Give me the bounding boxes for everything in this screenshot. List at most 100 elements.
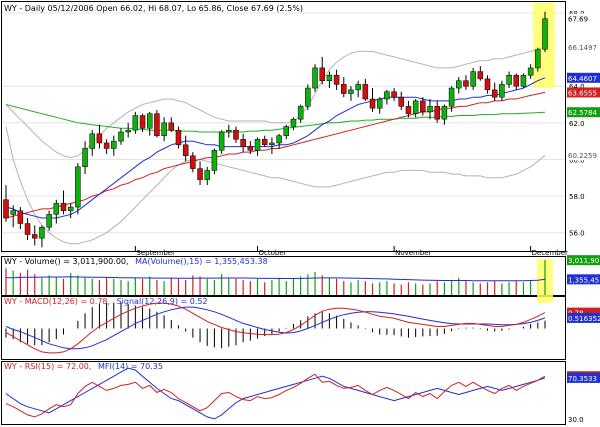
candle-body [31,234,38,239]
macd-signal-line [5,306,546,350]
macd-panel-frame [1,296,566,360]
price-value-tag-bg [567,13,600,24]
candle-body [218,131,225,151]
mfi-line [5,367,546,420]
candle-body [254,139,261,151]
candle-body [355,84,361,91]
candle-body [506,74,512,85]
macd-value-tag-bg [567,307,600,318]
month-label: November [395,249,432,257]
volume-value-tag-bg [567,274,600,285]
volume-legend: WY - Volume() = 3,011,900.00, MA(Volume(… [4,257,268,266]
candle-body [240,139,246,147]
macd-value-tag-bg [567,312,600,323]
price-value-tag-bg [567,72,600,83]
price-value-tag: 62.5784 [568,109,597,117]
candle-body [448,87,455,107]
candle-body [67,206,74,211]
price-value-tag: 67.69 [568,16,588,24]
candle-body [96,133,103,144]
price-value-tag-bg [567,41,600,52]
rsi-panel-frame [1,361,566,425]
candle-body [348,89,354,94]
candle-body [470,71,476,87]
candle-body [463,80,469,87]
price-value-tag: 64.4607 [568,75,597,83]
candle-body [269,142,275,146]
month-label: December [532,249,568,257]
candle-body [118,131,124,142]
mfi-legend-text: MFI(14) = 70.35 [98,362,163,371]
candle-body [297,106,304,120]
candle-body [39,226,45,239]
candle-body [161,122,167,136]
candle-body [527,67,534,76]
candle-body [226,129,232,133]
candle-body [333,74,340,85]
price-value-tag: 66.1497 [568,44,597,52]
candle-body [305,87,311,107]
month-label: October [259,249,287,257]
candle-body [312,67,318,89]
candle-body [103,142,110,149]
candle-body [168,122,175,131]
candle-body [182,144,189,157]
candle-body [477,71,484,80]
sma-blue-line [5,77,546,219]
volume-ma-legend-text: MA(Volume(),15) = 1,355,453.38 [135,257,268,266]
candle-body [441,106,448,120]
price-tick-label: 62.0 [569,120,585,128]
candle-body [542,18,548,50]
candle-body [53,203,60,215]
candle-body [484,78,491,91]
signal-legend-text: Signal(12,26,9) = 0.52 [117,297,208,306]
candle-body [369,98,376,109]
candle-body [190,155,196,169]
macd-legend-text: WY - MACD(12,26) = 0.78, [4,297,110,306]
price-tick-label: 58.0 [569,193,585,201]
month-label: September [136,249,175,257]
macd-line [5,302,546,354]
volume-legend-text: WY - Volume() = 3,011,900.00, [4,257,129,266]
candle-body [139,115,146,129]
bollinger-upper-line [5,46,546,159]
candle-body [434,106,440,120]
candle-body [89,133,95,149]
rsi-value-tag: 30.0 [568,416,584,424]
candle-body [3,199,9,219]
price-title: WY - Daily 05/12/2006 Open 66.02, Hi 68.… [4,4,303,13]
candle-body [398,96,405,107]
candle-body [197,168,203,180]
candle-body [132,115,139,131]
candle-body [412,100,419,114]
price-value-tag: 60.2259 [568,152,597,160]
candle-body [82,148,88,168]
candle-body [60,203,67,211]
candle-body [290,118,297,127]
candle-body [341,84,347,94]
price-tick-label: 60.0 [569,156,585,164]
price-value-tag-bg [567,107,600,118]
candle-body [391,91,397,98]
candle-body [24,223,31,235]
candle-body [247,146,254,151]
volume-panel-frame [1,256,566,296]
rsi-legend: WY - RSI(15) = 72.00, MFI(14) = 70.35 [4,362,163,371]
candle-body [154,113,160,136]
candle-body [146,113,153,129]
candle-body [10,210,16,215]
candle-body [233,129,239,140]
candle-body [456,80,462,89]
price-tick-label: 64.0 [569,83,585,91]
candle-body [17,210,24,224]
rsi-line [5,373,546,418]
candle-body [211,150,218,171]
candle-body [125,129,131,133]
macd-legend: WY - MACD(12,26) = 0.78, Signal(12,26,9)… [4,297,208,306]
candle-body [283,126,290,136]
candle-body [520,74,527,87]
candle-body [75,166,81,208]
sma-red-line [5,91,546,219]
rsi-value-tag-bg [567,413,600,424]
